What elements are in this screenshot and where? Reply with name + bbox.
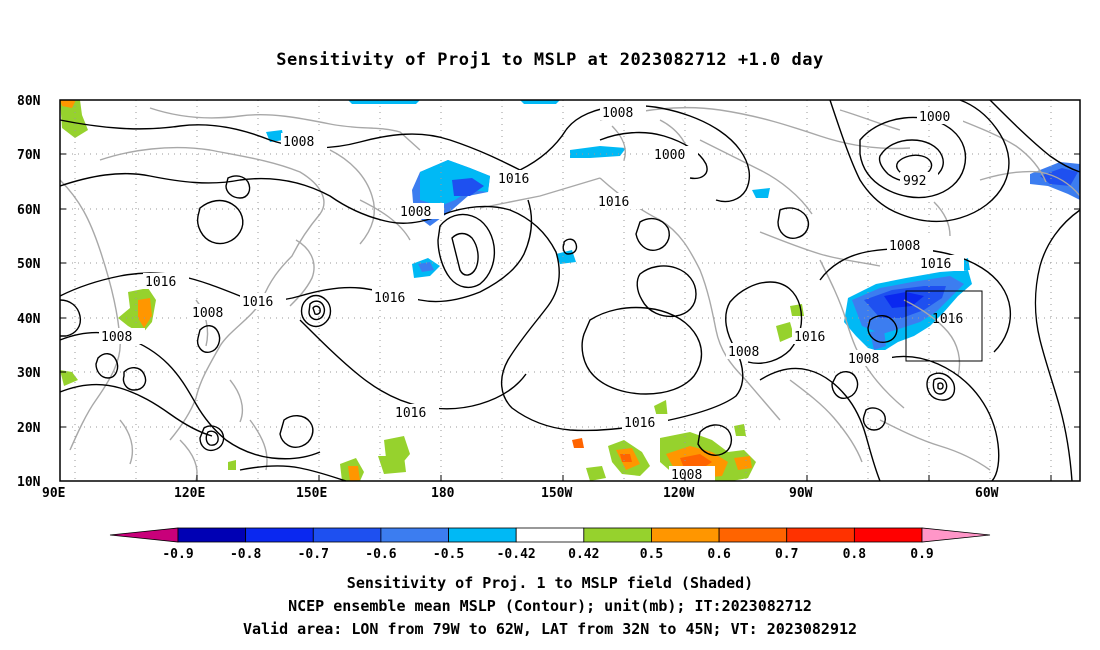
- colorbar: -0.9 -0.8 -0.7 -0.6 -0.5 -0.42 0.42 0.5 0.6 0.7 0.…: [109, 527, 991, 562]
- valid-area-box: [905, 290, 983, 362]
- contour-label-1000-b: 1000: [919, 110, 950, 125]
- colorbar-tick-label: 0.5: [640, 547, 663, 562]
- map-frame: [59, 99, 1081, 482]
- lat-label-20n: 20N: [17, 421, 41, 436]
- colorbar-segment: [583, 527, 652, 543]
- contour-label-1016-i: 1016: [920, 257, 951, 272]
- colorbar-min-triangle: [109, 527, 179, 543]
- lat-label-80n: 80N: [17, 94, 41, 109]
- colorbar-segment: [515, 527, 585, 543]
- contour-label-1008-g: 1008: [728, 345, 759, 360]
- colorbar-tick-label: -0.9: [162, 547, 193, 562]
- contour-label-1016-a: 1016: [498, 172, 529, 187]
- colorbar-segment: [853, 527, 923, 543]
- colorbar-segment: [718, 527, 788, 543]
- colorbar-tick-label: 0.42: [568, 547, 599, 562]
- contour-label-992: 992: [903, 174, 926, 189]
- colorbar-segment: [448, 527, 517, 543]
- lon-label-180: 180: [431, 486, 455, 501]
- contour-label-1016-e: 1016: [374, 291, 405, 306]
- lon-label-120e: 120E: [174, 486, 205, 501]
- contour-label-1008-f: 1008: [889, 239, 920, 254]
- contour-label-1016-b: 1016: [598, 195, 629, 210]
- colorbar-segment: [651, 527, 720, 543]
- contour-label-1008-a: 1008: [283, 135, 314, 150]
- colorbar-segment: [786, 527, 855, 543]
- contour-label-layer: 1008 1008 1008 1008 1008 1008 1008 1008 …: [99, 104, 964, 483]
- contour-label-1008-h: 1008: [848, 352, 879, 367]
- footer-line-2: NCEP ensemble mean MSLP (Contour); unit(…: [288, 597, 812, 615]
- contour-label-1008-d: 1008: [192, 306, 223, 321]
- lon-label-150w: 150W: [541, 486, 572, 501]
- colorbar-tick-label: 0.8: [843, 547, 867, 562]
- footer-line-1: Sensitivity of Proj. 1 to MSLP field (Sh…: [346, 574, 754, 592]
- longitude-labels: 90E 120E 150E 180 150W 120W 90W 60W: [42, 486, 999, 501]
- colorbar-tick-label: -0.7: [298, 547, 329, 562]
- lat-label-70n: 70N: [17, 148, 41, 163]
- lat-label-40n: 40N: [17, 312, 41, 327]
- colorbar-segment: [177, 527, 247, 543]
- lat-label-60n: 60N: [17, 203, 41, 218]
- lon-label-150e: 150E: [296, 486, 327, 501]
- contour-label-1008-i: 1008: [671, 468, 702, 483]
- colorbar-tick-label: 0.9: [910, 547, 933, 562]
- contour-label-1016-c: 1016: [145, 275, 176, 290]
- lon-label-120w: 120W: [663, 486, 694, 501]
- lat-label-30n: 30N: [17, 366, 41, 381]
- footer-line-3: Valid area: LON from 79W to 62W, LAT fro…: [242, 620, 858, 638]
- colorbar-tick-label: -0.8: [230, 547, 261, 562]
- colorbar-segment: [312, 527, 382, 543]
- colorbar-tick-label: 0.7: [775, 547, 798, 562]
- lon-label-90e: 90E: [42, 486, 65, 501]
- colorbar-max-triangle: [921, 527, 991, 543]
- lon-label-60w: 60W: [975, 486, 999, 501]
- grid-lines: [60, 100, 1080, 481]
- contour-label-1000-a: 1000: [654, 148, 685, 163]
- contour-label-1008-c: 1008: [400, 205, 431, 220]
- colorbar-segment: [245, 527, 314, 543]
- contour-label-1008-e: 1008: [101, 330, 132, 345]
- contour-label-1016-g: 1016: [624, 416, 655, 431]
- contour-label-1016-h: 1016: [794, 330, 825, 345]
- colorbar-tick-label: 0.6: [707, 547, 731, 562]
- colorbar-tick-label: -0.5: [433, 547, 464, 562]
- lon-label-90w: 90W: [789, 486, 813, 501]
- contour-label-1016-f: 1016: [395, 406, 426, 421]
- colorbar-tick-label: -0.42: [497, 547, 536, 562]
- colorbar-tick-label: -0.6: [365, 547, 396, 562]
- contour-label-1016-d: 1016: [242, 295, 273, 310]
- axis-ticks: [59, 99, 1080, 482]
- latitude-labels: 80N 70N 60N 50N 40N 30N 20N 10N: [17, 94, 41, 490]
- contour-label-1016-box: 1016: [932, 312, 963, 327]
- contour-label-1008-b: 1008: [602, 106, 633, 121]
- colorbar-segment: [380, 527, 449, 543]
- plot-title: Sensitivity of Proj1 to MSLP at 20230827…: [276, 50, 824, 70]
- lat-label-10n: 10N: [17, 475, 41, 490]
- lat-label-50n: 50N: [17, 257, 41, 272]
